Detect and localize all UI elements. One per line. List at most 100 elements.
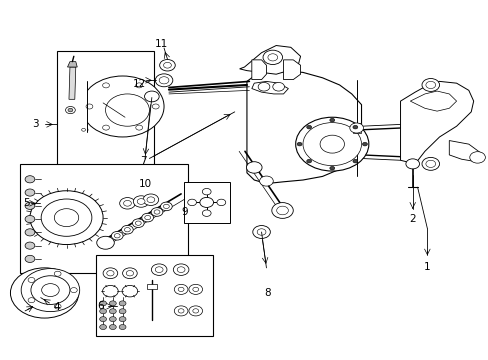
Circle shape [257,229,265,235]
Circle shape [21,269,80,312]
Text: 7: 7 [140,156,146,166]
Circle shape [10,268,79,318]
Circle shape [155,74,172,87]
Circle shape [25,216,35,223]
Circle shape [178,309,183,313]
Circle shape [276,206,288,215]
Circle shape [28,298,35,303]
Circle shape [109,324,116,329]
Circle shape [152,104,159,109]
Circle shape [25,189,35,196]
Circle shape [187,199,196,206]
Circle shape [25,242,35,249]
Circle shape [163,62,171,68]
Polygon shape [283,60,300,80]
Circle shape [258,82,269,91]
Circle shape [86,104,93,109]
Circle shape [137,199,145,204]
Circle shape [122,225,133,234]
Polygon shape [246,71,361,184]
Circle shape [303,123,361,166]
Circle shape [272,82,284,91]
Circle shape [119,324,126,329]
Polygon shape [69,67,76,99]
Circle shape [100,317,106,321]
Circle shape [155,267,163,273]
Polygon shape [251,60,266,80]
Circle shape [25,255,35,262]
Bar [147,284,157,289]
Text: 4: 4 [53,302,60,312]
Circle shape [163,204,169,208]
Circle shape [142,213,153,222]
Circle shape [188,306,202,316]
Text: 9: 9 [182,207,188,217]
Circle shape [136,125,142,130]
Circle shape [25,229,35,236]
Circle shape [352,125,357,129]
Circle shape [173,264,188,275]
Circle shape [111,231,123,240]
Circle shape [144,91,159,102]
Bar [183,182,229,223]
Circle shape [306,125,311,129]
Circle shape [105,94,149,126]
Text: 10: 10 [138,179,151,189]
Circle shape [297,142,302,146]
Circle shape [143,194,158,206]
Circle shape [119,301,126,306]
Circle shape [267,54,277,61]
Circle shape [54,209,79,226]
Circle shape [122,268,137,279]
Circle shape [352,159,357,163]
Circle shape [54,271,61,276]
Circle shape [421,157,439,170]
Circle shape [79,127,88,133]
Circle shape [103,268,118,279]
Circle shape [159,59,175,71]
Circle shape [320,135,344,153]
Circle shape [421,78,439,91]
Bar [20,164,188,273]
Circle shape [178,287,183,292]
Circle shape [81,129,85,131]
Circle shape [109,317,116,321]
Circle shape [70,288,77,293]
Circle shape [259,176,273,186]
Circle shape [126,271,133,276]
Polygon shape [251,81,288,94]
Circle shape [246,162,262,173]
Circle shape [54,304,61,309]
Text: 1: 1 [423,262,430,272]
Text: 11: 11 [155,40,168,49]
Circle shape [174,284,187,294]
Bar [78,76,87,137]
Circle shape [362,142,366,146]
Circle shape [68,108,73,112]
Polygon shape [67,62,77,67]
Circle shape [271,203,293,219]
Circle shape [160,202,172,211]
Text: 12: 12 [133,79,146,89]
Circle shape [349,123,363,133]
Circle shape [106,271,114,276]
Circle shape [147,197,155,203]
Circle shape [177,267,184,273]
Circle shape [202,210,211,216]
Polygon shape [409,91,456,111]
Bar [352,123,360,134]
Circle shape [192,287,198,292]
Circle shape [122,285,138,297]
Circle shape [154,210,160,214]
Circle shape [31,276,70,305]
Text: 5: 5 [22,198,29,208]
Circle shape [81,76,163,137]
Circle shape [114,234,120,238]
Circle shape [306,159,311,163]
Circle shape [119,317,126,321]
Circle shape [151,264,166,275]
Circle shape [119,309,126,314]
Circle shape [425,81,435,89]
Bar [96,255,212,336]
Circle shape [405,159,419,169]
